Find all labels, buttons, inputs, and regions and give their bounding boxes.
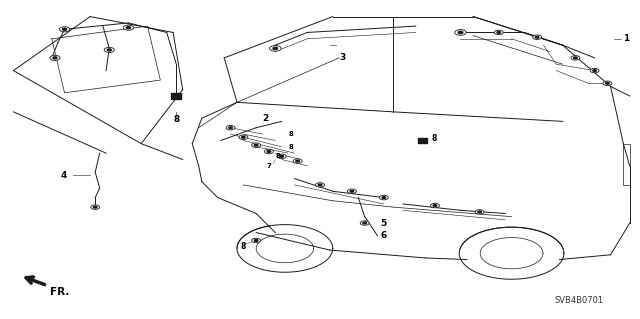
Text: 8: 8 bbox=[241, 242, 246, 251]
Bar bbox=[172, 93, 181, 99]
Circle shape bbox=[104, 48, 115, 52]
Text: 8: 8 bbox=[173, 115, 179, 124]
Text: 6: 6 bbox=[381, 231, 387, 240]
Circle shape bbox=[277, 154, 286, 159]
Circle shape bbox=[360, 221, 369, 225]
Circle shape bbox=[348, 189, 356, 194]
Circle shape bbox=[126, 27, 131, 29]
Circle shape bbox=[571, 56, 580, 60]
Text: 5: 5 bbox=[381, 219, 387, 227]
Text: FR.: FR. bbox=[50, 286, 69, 297]
Circle shape bbox=[363, 222, 367, 224]
Circle shape bbox=[590, 68, 599, 73]
Circle shape bbox=[91, 205, 100, 209]
Text: 2: 2 bbox=[262, 114, 269, 123]
Circle shape bbox=[108, 49, 111, 51]
Circle shape bbox=[267, 151, 271, 152]
Text: 3: 3 bbox=[339, 53, 346, 62]
Circle shape bbox=[264, 149, 273, 154]
Circle shape bbox=[226, 125, 235, 130]
Circle shape bbox=[494, 30, 503, 35]
Bar bbox=[418, 138, 427, 143]
Text: 8: 8 bbox=[276, 153, 281, 159]
Circle shape bbox=[280, 155, 284, 157]
Circle shape bbox=[273, 47, 278, 49]
Circle shape bbox=[593, 70, 596, 71]
Circle shape bbox=[293, 159, 302, 163]
Circle shape bbox=[433, 205, 436, 206]
Circle shape bbox=[497, 32, 500, 33]
Circle shape bbox=[60, 27, 70, 32]
Text: 4: 4 bbox=[60, 171, 67, 180]
Circle shape bbox=[252, 238, 260, 243]
Text: 8: 8 bbox=[289, 131, 294, 137]
Circle shape bbox=[455, 30, 467, 35]
Circle shape bbox=[532, 35, 541, 40]
Circle shape bbox=[50, 55, 60, 60]
Circle shape bbox=[478, 211, 481, 213]
Circle shape bbox=[252, 143, 260, 147]
Circle shape bbox=[53, 57, 57, 59]
Circle shape bbox=[239, 135, 248, 139]
Circle shape bbox=[316, 183, 324, 187]
Text: 7: 7 bbox=[266, 163, 271, 169]
Circle shape bbox=[269, 46, 281, 51]
Circle shape bbox=[475, 210, 484, 214]
Text: 8: 8 bbox=[289, 144, 294, 150]
Circle shape bbox=[535, 36, 539, 38]
Circle shape bbox=[93, 206, 97, 208]
Circle shape bbox=[229, 127, 232, 129]
Circle shape bbox=[350, 190, 354, 192]
Circle shape bbox=[124, 25, 134, 30]
Circle shape bbox=[573, 57, 577, 59]
Text: 1: 1 bbox=[623, 34, 630, 43]
Circle shape bbox=[254, 240, 258, 241]
Circle shape bbox=[605, 82, 609, 84]
Circle shape bbox=[603, 81, 612, 85]
Circle shape bbox=[296, 160, 300, 162]
Circle shape bbox=[431, 203, 440, 208]
Circle shape bbox=[318, 184, 322, 186]
Text: 8: 8 bbox=[432, 134, 437, 143]
Circle shape bbox=[241, 137, 245, 138]
Circle shape bbox=[254, 144, 258, 146]
Circle shape bbox=[458, 31, 463, 33]
Text: SVB4B0701: SVB4B0701 bbox=[554, 296, 604, 305]
Circle shape bbox=[380, 196, 388, 200]
Circle shape bbox=[63, 28, 67, 30]
Circle shape bbox=[382, 197, 386, 198]
